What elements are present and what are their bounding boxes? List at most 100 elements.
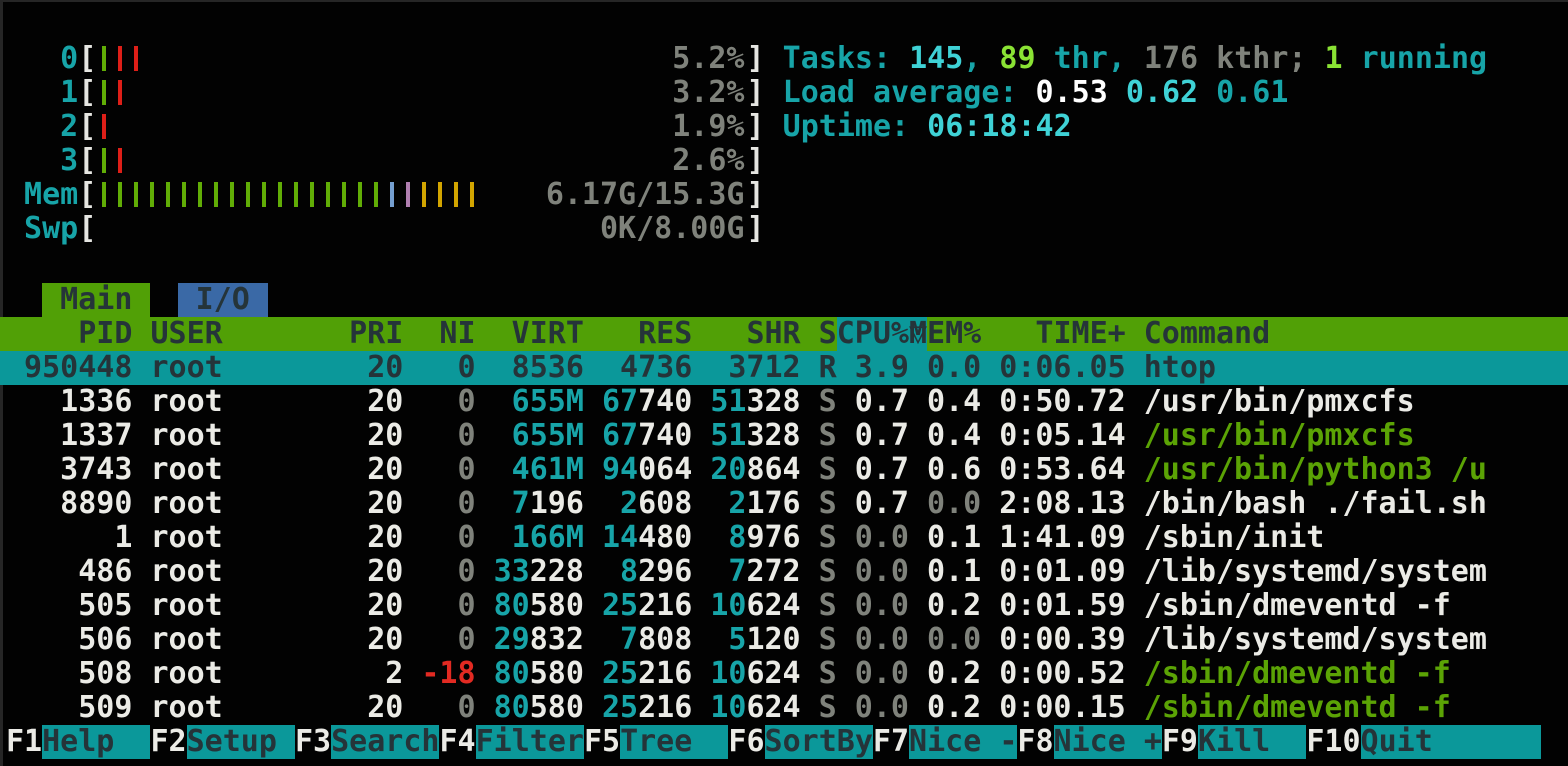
cell-s: S <box>801 487 837 521</box>
cell-ni: -18 <box>403 657 475 691</box>
header-mem[interactable]: MEM% <box>908 316 982 351</box>
process-row-508[interactable]: 508 root 2 -18 80580 25216 10624 S 0.0 0.2 0:00.52… <box>0 657 1568 691</box>
text-segment: 624 <box>746 690 801 725</box>
cell-user: root <box>150 419 331 453</box>
fn-nice[interactable]: F7 Nice - <box>873 725 1017 759</box>
text-segment: 20 <box>367 384 404 419</box>
tab-main[interactable]: Main <box>42 283 151 317</box>
cell-pid: 950448 <box>6 351 132 385</box>
process-row-486[interactable]: 486 root 20 0 33228 8296 7272 S 0.0 0.1 0:01.09/li… <box>0 555 1568 589</box>
text-segment: 864 <box>746 452 801 487</box>
text-segment: S <box>818 622 837 657</box>
text-segment: 1 <box>1324 41 1343 76</box>
process-row-950448[interactable]: 950448 root 20 0 8536 4736 3712 R 3.9 0.0 0:06.05 h… <box>0 351 1568 385</box>
process-row-8890[interactable]: 8890 root 20 0 7196 2608 2176 S 0.7 0.0 2:08.13/bi… <box>0 487 1568 521</box>
memory-meter: Mem[6.17G/15.3G] <box>6 178 765 212</box>
cell-user: root <box>150 691 331 725</box>
fn-quit[interactable]: F10 Quit <box>1306 725 1469 759</box>
cell-s: S <box>801 521 837 555</box>
header-virt[interactable]: VIRT <box>511 316 584 351</box>
cell-mem: 0.4 <box>909 385 981 419</box>
cell-virt: 80580 <box>476 691 584 725</box>
meter-bracket-close: ] <box>746 75 765 110</box>
header-time[interactable]: TIME+ <box>1035 316 1126 351</box>
header-cmd[interactable]: Command <box>1143 317 1271 351</box>
text-segment: 0.0 <box>927 622 982 657</box>
text-segment: 0.7 <box>854 486 909 521</box>
text-segment: 20 <box>367 520 404 555</box>
header-res[interactable]: RES <box>638 316 693 351</box>
header-pid[interactable]: PID <box>78 316 133 351</box>
header-cpu[interactable]: CPU%▽ <box>836 316 928 351</box>
text-segment: 0 <box>457 554 476 589</box>
text-segment: 608 <box>638 486 693 521</box>
text-segment: , <box>963 41 1000 76</box>
fn-sortby[interactable]: F6 SortBy <box>728 725 873 759</box>
meter-value: 0K/8.00G <box>600 211 745 246</box>
text-segment: 0.53 <box>1035 75 1126 110</box>
meter-value: 5.2% <box>672 41 745 76</box>
text-segment: /sbin/dmeventd -f <box>1143 691 1451 725</box>
fn-nice[interactable]: F8 Nice + <box>1017 725 1162 759</box>
cell-shr: 10624 <box>692 691 800 725</box>
process-row-1[interactable]: 1 root 20 0 166M 14480 8976 S 0.0 0.1 1:41.09/sbin… <box>0 521 1568 555</box>
text-segment: R <box>818 350 837 385</box>
meter-tick-blue <box>390 182 395 207</box>
cell-cmd: /lib/systemd/system <box>1144 555 1568 589</box>
text-segment: 0.2 <box>927 690 982 725</box>
header-shr[interactable]: SHR <box>746 316 801 351</box>
cell-shr: 10624 <box>692 589 800 623</box>
screen-tabs: Main I/O <box>6 283 268 317</box>
cell-pid: 486 <box>6 555 132 589</box>
cell-cmd: /sbin/dmeventd -f <box>1144 657 1568 691</box>
text-segment: 832 <box>529 622 584 657</box>
text-segment: 0 <box>457 384 476 419</box>
meter-bracket-open: [ <box>78 109 97 144</box>
cell-cmd: /sbin/dmeventd -f <box>1144 691 1568 725</box>
cpu-0-meter: 0[5.2%] <box>6 41 764 76</box>
cell-pri: 20 <box>331 487 403 521</box>
cell-time: 0:05.14 <box>981 419 1125 453</box>
text-segment: 67 <box>601 384 639 419</box>
tab-io[interactable]: I/O <box>177 283 268 317</box>
fn-search[interactable]: F3 Search <box>295 725 439 759</box>
text-segment: 176 <box>746 486 801 521</box>
process-row-506[interactable]: 506 root 20 0 29832 7808 5120 S 0.0 0.0 0:00.39/li… <box>0 623 1568 657</box>
text-segment: 0.62 <box>1125 75 1217 110</box>
text-segment: 89 <box>999 41 1036 76</box>
meter-tick-yellow <box>422 182 427 207</box>
text-segment: 624 <box>746 656 801 691</box>
text-segment: 10 <box>710 656 747 691</box>
process-row-505[interactable]: 505 root 20 0 80580 25216 10624 S 0.0 0.2 0:01.59/… <box>0 589 1568 623</box>
process-row-1336[interactable]: 1336 root 20 0 655M 67740 51328 S 0.7 0.4 0:50.72/… <box>0 385 1568 419</box>
cell-s: S <box>801 385 837 419</box>
fn-action-label: Tree <box>620 725 729 759</box>
meter-label: 2 <box>60 109 79 144</box>
header-s[interactable]: S <box>818 316 837 351</box>
text-segment: 0:00.39 <box>999 622 1126 657</box>
swap-meter: Swp[0K/8.00G] <box>6 212 765 246</box>
fn-key-label: F2 <box>150 724 187 759</box>
process-row-1337[interactable]: 1337 root 20 0 655M 67740 51328 S 0.7 0.4 0:05.14/… <box>0 419 1568 453</box>
meter-bar: 1.9% <box>96 110 746 144</box>
text-segment: 20 <box>367 554 404 589</box>
fn-setup[interactable]: F2 Setup <box>150 724 295 759</box>
cell-virt: 8536 <box>476 351 584 385</box>
text-segment: 5 <box>728 622 747 657</box>
cell-res: 25216 <box>584 657 692 691</box>
header-pri[interactable]: PRI <box>349 316 404 351</box>
fn-tree[interactable]: F5 Tree <box>584 725 729 759</box>
process-row-3743[interactable]: 3743 root 20 0 461M 94064 20864 S 0.7 0.6 0:53.64/… <box>0 453 1568 487</box>
cell-s: R <box>801 351 837 385</box>
text-segment: 296 <box>638 554 693 589</box>
process-row-509[interactable]: 509 root 20 0 80580 25216 10624 S 0.0 0.2 0:00.15/… <box>0 691 1568 725</box>
header-user[interactable]: USER <box>150 316 223 351</box>
cpu-1-meter: 1[3.2%] <box>6 75 765 110</box>
cell-ni: 0 <box>403 623 475 657</box>
uptime-line: Uptime: 06:18:42 <box>783 110 1487 144</box>
fn-kill[interactable]: F9 Kill <box>1162 725 1307 759</box>
fn-filter[interactable]: F4 Filter <box>439 725 584 759</box>
fn-help[interactable]: F1 Help <box>6 725 151 759</box>
header-ni[interactable]: NI <box>439 316 476 351</box>
text-segment: S <box>818 588 837 623</box>
